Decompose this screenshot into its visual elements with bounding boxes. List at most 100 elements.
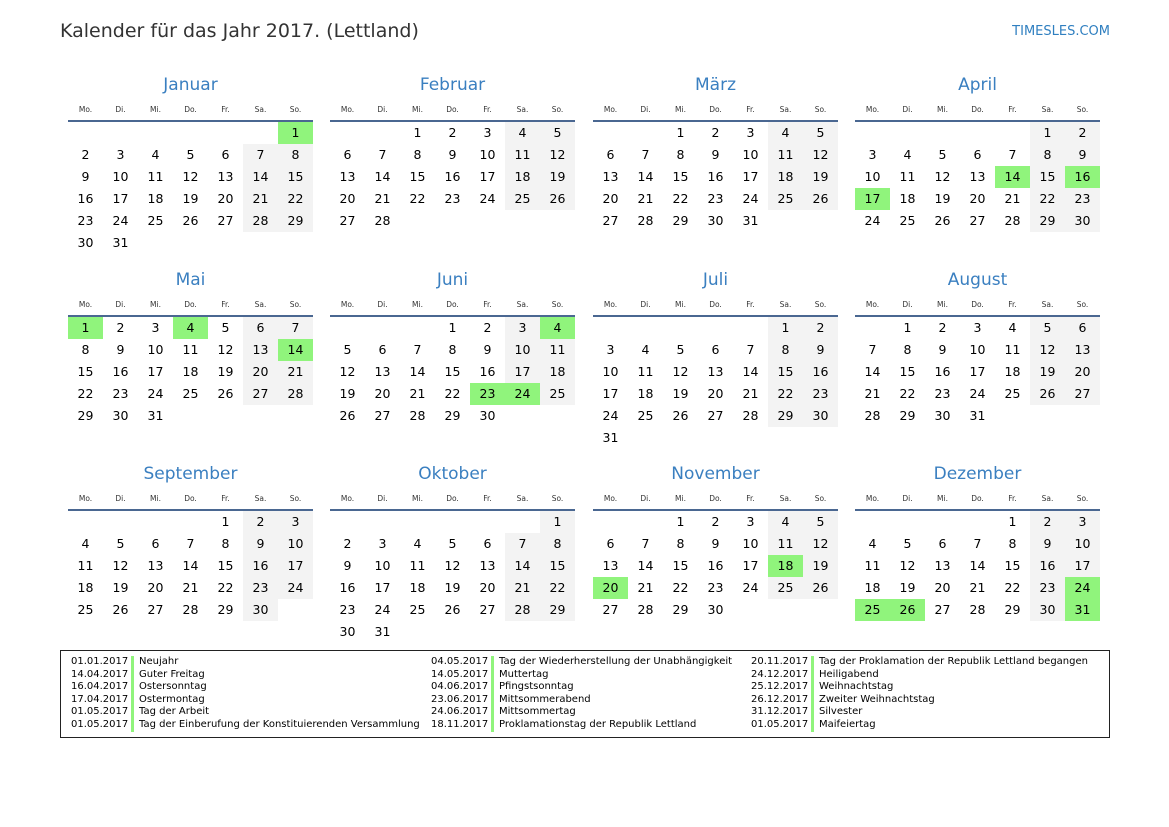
brand-link[interactable]: TIMESLES.COM bbox=[1012, 24, 1110, 39]
empty-cell bbox=[173, 511, 208, 533]
holiday-date: 20.11.2017 bbox=[751, 656, 814, 669]
weekday-label: Mo. bbox=[78, 299, 93, 309]
day-cell: 1 bbox=[221, 514, 230, 529]
day-cell: 6 bbox=[151, 536, 160, 551]
day-cell: 18 bbox=[147, 191, 164, 206]
day-cell: 3 bbox=[606, 342, 615, 357]
weekday-header: Mo. Di. Mi. Do. Fr. Sa. So. bbox=[593, 293, 838, 317]
day-grid: 1 2 3 4 5 6 7 8 9 10 11 12 13 14 15 16 17 18 19 20 21 22 23 24 2… bbox=[330, 317, 575, 427]
month-märz: März Mo. Di. Mi. Do. Fr. Sa. So. 1 2 3 4 5 6 7 8 9 10 11 12… bbox=[593, 72, 838, 232]
day-cell: 29 bbox=[672, 213, 689, 228]
day-cell: 26 bbox=[217, 386, 234, 401]
day-cell: 30 bbox=[707, 602, 724, 617]
holiday-day: 24 bbox=[1065, 577, 1100, 599]
day-cell: 21 bbox=[278, 361, 313, 383]
day-cell: 14 bbox=[182, 558, 199, 573]
day-cell: 7 bbox=[641, 536, 650, 551]
day-cell: 16 bbox=[1030, 555, 1065, 577]
day-cell: 5 bbox=[903, 536, 912, 551]
holiday-day: 23 bbox=[470, 383, 505, 405]
weekday-label: Fr. bbox=[746, 493, 755, 503]
day-cell: 27 bbox=[243, 383, 278, 405]
day-cell: 28 bbox=[742, 408, 759, 423]
day-cell: 22 bbox=[444, 386, 461, 401]
day-cell: 2 bbox=[343, 536, 352, 551]
legend-column: 04.05.2017 Tag der Wiederherstellung der … bbox=[431, 656, 732, 732]
holiday-name: Neujahr bbox=[139, 656, 179, 667]
empty-cell bbox=[208, 122, 243, 144]
weekday-label: Mi. bbox=[150, 104, 161, 114]
day-cell: 2 bbox=[711, 514, 720, 529]
day-cell: 17 bbox=[112, 191, 129, 206]
holiday-date: 24.06.2017 bbox=[431, 706, 494, 719]
empty-cell bbox=[995, 122, 1030, 144]
weekday-label: Sa. bbox=[1041, 104, 1054, 114]
day-cell: 20 bbox=[217, 191, 234, 206]
day-cell: 10 bbox=[864, 169, 881, 184]
weekday-label: Fr. bbox=[483, 104, 492, 114]
day-cell: 28 bbox=[409, 408, 426, 423]
day-cell: 30 bbox=[77, 235, 94, 250]
day-cell: 2 bbox=[448, 125, 457, 140]
weekday-label: Di. bbox=[640, 493, 651, 503]
weekday-label: Do. bbox=[971, 104, 984, 114]
day-cell: 27 bbox=[602, 213, 619, 228]
day-cell: 14 bbox=[409, 364, 426, 379]
holiday-name: Mittsommertag bbox=[499, 706, 576, 718]
weekday-label: Fr. bbox=[221, 493, 230, 503]
weekday-header: Mo. Di. Mi. Do. Fr. Sa. So. bbox=[855, 487, 1100, 511]
day-cell: 9 bbox=[1065, 144, 1100, 166]
day-cell: 26 bbox=[934, 213, 951, 228]
day-cell: 29 bbox=[768, 405, 803, 427]
empty-cell bbox=[365, 511, 400, 533]
day-cell: 12 bbox=[803, 533, 838, 555]
weekday-label: Do. bbox=[446, 104, 459, 114]
day-cell: 25 bbox=[1004, 386, 1021, 401]
weekday-label: Di. bbox=[377, 493, 388, 503]
day-cell: 24 bbox=[278, 577, 313, 599]
month-juli: Juli Mo. Di. Mi. Do. Fr. Sa. So. 1 2 3 4 5 6 7 8 9 10 11 12… bbox=[593, 267, 838, 449]
weekday-label: So. bbox=[1076, 493, 1089, 503]
day-cell: 20 bbox=[243, 361, 278, 383]
day-cell: 18 bbox=[899, 191, 916, 206]
day-cell: 21 bbox=[243, 188, 278, 210]
day-cell: 22 bbox=[1030, 188, 1065, 210]
weekday-header: Mo. Di. Mi. Do. Fr. Sa. So. bbox=[855, 293, 1100, 317]
weekday-label: Mo. bbox=[340, 493, 355, 503]
day-cell: 14 bbox=[742, 364, 759, 379]
day-cell: 28 bbox=[374, 213, 391, 228]
empty-cell bbox=[400, 317, 435, 339]
day-cell: 21 bbox=[505, 577, 540, 599]
day-cell: 31 bbox=[147, 408, 164, 423]
day-cell: 8 bbox=[1030, 144, 1065, 166]
legend-column: 01.01.2017 Neujahr 14.04.2017 Guter Freitag… bbox=[71, 656, 420, 732]
day-cell: 3 bbox=[151, 320, 160, 335]
empty-cell bbox=[330, 317, 365, 339]
empty-cell bbox=[138, 122, 173, 144]
empty-cell bbox=[68, 511, 103, 533]
month-november: November Mo. Di. Mi. Do. Fr. Sa. So. 1 2 3 4 5 6 7 8 9 10… bbox=[593, 461, 838, 621]
month-title: März bbox=[695, 75, 736, 95]
day-cell: 11 bbox=[864, 558, 881, 573]
weekday-label: Mi. bbox=[150, 299, 161, 309]
day-cell: 3 bbox=[483, 125, 492, 140]
day-cell: 20 bbox=[969, 191, 986, 206]
day-cell: 24 bbox=[864, 213, 881, 228]
day-cell: 19 bbox=[112, 580, 129, 595]
day-cell: 8 bbox=[676, 536, 685, 551]
day-cell: 4 bbox=[641, 342, 650, 357]
day-cell: 29 bbox=[540, 599, 575, 621]
legend-item: 18.11.2017 Proklamationstag der Republik … bbox=[431, 718, 732, 732]
weekday-label: Do. bbox=[709, 104, 722, 114]
holiday-name: Guter Freitag bbox=[139, 668, 205, 680]
day-cell: 31 bbox=[374, 624, 391, 639]
day-cell: 30 bbox=[479, 408, 496, 423]
day-cell: 2 bbox=[81, 147, 90, 162]
legend-item: 01.05.2017 Maifeiertag bbox=[751, 718, 1088, 732]
day-cell: 10 bbox=[602, 364, 619, 379]
day-cell: 9 bbox=[81, 169, 90, 184]
day-cell: 10 bbox=[278, 533, 313, 555]
weekday-header: Mo. Di. Mi. Do. Fr. Sa. So. bbox=[68, 98, 313, 122]
empty-cell bbox=[925, 511, 960, 533]
day-cell: 29 bbox=[217, 602, 234, 617]
